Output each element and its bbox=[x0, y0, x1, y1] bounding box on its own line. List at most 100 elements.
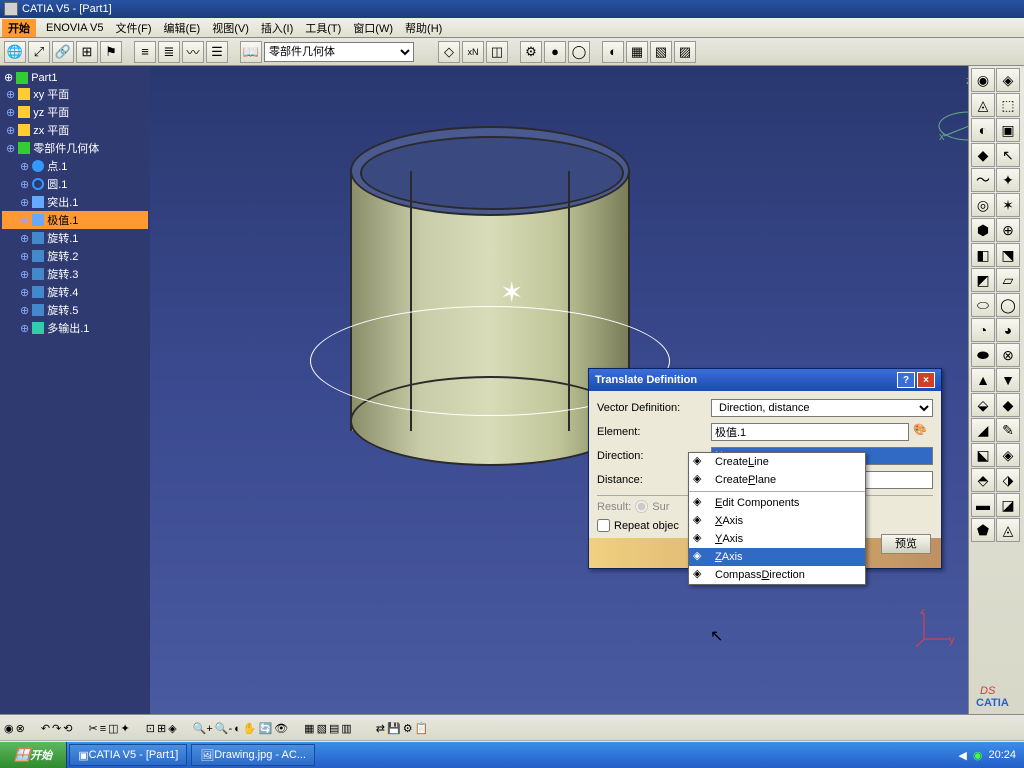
tool-box2-icon[interactable]: ▧ bbox=[650, 41, 672, 63]
rtool-icon[interactable]: ↖ bbox=[996, 143, 1020, 167]
menu-window[interactable]: 窗口(W) bbox=[347, 18, 399, 38]
tool-wave-icon[interactable]: 〰 bbox=[182, 41, 204, 63]
btool-icon[interactable]: ↶ bbox=[41, 722, 50, 735]
rtool-icon[interactable]: ⊕ bbox=[996, 218, 1020, 242]
rtool-icon[interactable]: ◬ bbox=[996, 518, 1020, 542]
vector-select[interactable]: Direction, distance bbox=[711, 399, 933, 417]
tool-cube1-icon[interactable]: ◫ bbox=[486, 41, 508, 63]
rtool-icon[interactable]: ⬔ bbox=[996, 243, 1020, 267]
btool-icon[interactable]: ✋ bbox=[243, 722, 257, 735]
element-input[interactable] bbox=[711, 423, 909, 441]
rtool-icon[interactable]: ◎ bbox=[971, 193, 995, 217]
rtool-icon[interactable]: ▱ bbox=[996, 268, 1020, 292]
rtool-icon[interactable]: ⬭ bbox=[971, 293, 995, 317]
element-picker-icon[interactable]: 🎨 bbox=[913, 423, 933, 441]
rtool-icon[interactable]: ◔ bbox=[971, 318, 995, 342]
rtool-icon[interactable]: ⬟ bbox=[971, 518, 995, 542]
tree-root[interactable]: ⊕ Part1 bbox=[2, 70, 148, 85]
rtool-icon[interactable]: ◧ bbox=[971, 243, 995, 267]
context-menu-item[interactable]: ◈Y Axis bbox=[689, 530, 865, 548]
rtool-icon[interactable]: ◆ bbox=[996, 393, 1020, 417]
menu-insert[interactable]: 插入(I) bbox=[255, 18, 299, 38]
menu-enovia[interactable]: ENOVIA V5 bbox=[40, 20, 109, 36]
tool-flag-icon[interactable]: ⚑ bbox=[100, 41, 122, 63]
system-tray[interactable]: ◀ ◉ 20:24 bbox=[950, 749, 1024, 762]
btool-icon[interactable]: ⊡ bbox=[146, 722, 155, 735]
tree-item[interactable]: ⊕ 多输出.1 bbox=[2, 319, 148, 337]
btool-icon[interactable]: 🔄 bbox=[259, 722, 273, 735]
tool-xn-icon[interactable]: xN bbox=[462, 41, 484, 63]
btool-icon[interactable]: ◐ bbox=[234, 723, 241, 735]
rtool-icon[interactable]: ◈ bbox=[996, 443, 1020, 467]
rtool-icon[interactable]: ◯ bbox=[996, 293, 1020, 317]
start-button[interactable]: 🪟 开始 bbox=[0, 742, 67, 768]
taskbar-item[interactable]: 🖼 Drawing.jpg - AC... bbox=[191, 744, 315, 766]
taskbar-item[interactable]: ▣ CATIA V5 - [Part1] bbox=[69, 744, 187, 766]
rtool-icon[interactable]: ▣ bbox=[996, 118, 1020, 142]
btool-icon[interactable]: ⇄ bbox=[376, 722, 385, 735]
tool-plane-icon[interactable]: ◇ bbox=[438, 41, 460, 63]
tree-item[interactable]: ⊕ 旋转.2 bbox=[2, 247, 148, 265]
rtool-icon[interactable]: ◕ bbox=[996, 318, 1020, 342]
tree-item[interactable]: ⊕ 极值.1 bbox=[2, 211, 148, 229]
btool-icon[interactable]: ⊞ bbox=[157, 722, 166, 735]
rtool-icon[interactable]: ⬢ bbox=[971, 218, 995, 242]
dialog-titlebar[interactable]: Translate Definition ? × bbox=[589, 369, 941, 391]
tool-gear-icon[interactable]: ⚙ bbox=[520, 41, 542, 63]
btool-icon[interactable]: 👁 bbox=[274, 722, 288, 735]
tool-box1-icon[interactable]: ▦ bbox=[626, 41, 648, 63]
btool-icon[interactable]: ≡ bbox=[100, 723, 106, 735]
tree-item[interactable]: ⊕ 突出.1 bbox=[2, 193, 148, 211]
rtool-icon[interactable]: ▬ bbox=[971, 493, 995, 517]
tool-stack2-icon[interactable]: ≣ bbox=[158, 41, 180, 63]
menu-edit[interactable]: 编辑(E) bbox=[158, 18, 207, 38]
tool-book-icon[interactable]: 📖 bbox=[240, 41, 262, 63]
context-menu-item[interactable]: ◈Z Axis bbox=[689, 548, 865, 566]
tool-shell-icon[interactable]: ◐ bbox=[602, 41, 624, 63]
rtool-icon[interactable]: ⊗ bbox=[996, 343, 1020, 367]
context-menu-item[interactable]: ◈Compass Direction bbox=[689, 566, 865, 584]
rtool-icon[interactable]: ⬙ bbox=[971, 393, 995, 417]
rtool-icon[interactable]: ✎ bbox=[996, 418, 1020, 442]
context-menu-item[interactable]: ◈X Axis bbox=[689, 512, 865, 530]
tool-sphere-icon[interactable]: ● bbox=[544, 41, 566, 63]
btool-icon[interactable]: ⊗ bbox=[16, 722, 25, 735]
context-menu-item[interactable]: ◈Create Plane bbox=[689, 471, 865, 489]
rtool-icon[interactable]: ✶ bbox=[996, 193, 1020, 217]
tray-icon[interactable]: ◀ bbox=[958, 749, 966, 762]
rtool-icon[interactable]: ◉ bbox=[971, 68, 995, 92]
context-menu-item[interactable]: ◈Create Line bbox=[689, 453, 865, 471]
menu-start[interactable]: 开始 bbox=[2, 19, 36, 37]
menu-view[interactable]: 视图(V) bbox=[206, 18, 255, 38]
rtool-icon[interactable]: 〜 bbox=[971, 168, 995, 192]
rtool-icon[interactable]: ◐ bbox=[971, 118, 995, 142]
btool-icon[interactable]: ▦ bbox=[304, 722, 314, 735]
btool-icon[interactable]: 💾 bbox=[387, 722, 401, 735]
rtool-icon[interactable]: ◬ bbox=[971, 93, 995, 117]
body-combo[interactable]: 零部件几何体 bbox=[264, 42, 414, 62]
rtool-icon[interactable]: ⬬ bbox=[971, 343, 995, 367]
rtool-icon[interactable]: ▲ bbox=[971, 368, 995, 392]
rtool-icon[interactable]: ⬚ bbox=[996, 93, 1020, 117]
rtool-icon[interactable]: ✦ bbox=[996, 168, 1020, 192]
btool-icon[interactable]: ✦ bbox=[121, 722, 130, 735]
rtool-icon[interactable]: ◩ bbox=[971, 268, 995, 292]
tool-grid-icon[interactable]: ⊞ bbox=[76, 41, 98, 63]
tool-stack1-icon[interactable]: ≡ bbox=[134, 41, 156, 63]
rtool-icon[interactable]: ▼ bbox=[996, 368, 1020, 392]
rtool-icon[interactable]: ◆ bbox=[971, 143, 995, 167]
tree-item[interactable]: ⊕ 零部件几何体 bbox=[2, 139, 148, 157]
tree-item[interactable]: ⊕ 旋转.1 bbox=[2, 229, 148, 247]
tree-item[interactable]: ⊕ 点.1 bbox=[2, 157, 148, 175]
btool-zoom-out-icon[interactable]: 🔍- bbox=[215, 722, 232, 735]
rtool-icon[interactable]: ⬗ bbox=[996, 468, 1020, 492]
tool-globe-icon[interactable]: 🌐 bbox=[4, 41, 26, 63]
tool-link-icon[interactable]: 🔗 bbox=[52, 41, 74, 63]
tree-item[interactable]: ⊕ 旋转.5 bbox=[2, 301, 148, 319]
tool-box3-icon[interactable]: ▨ bbox=[674, 41, 696, 63]
btool-icon[interactable]: ✂ bbox=[88, 722, 97, 735]
btool-icon[interactable]: ◉ bbox=[4, 722, 14, 735]
help-button[interactable]: ? bbox=[897, 372, 915, 388]
repeat-checkbox[interactable] bbox=[597, 519, 610, 532]
btool-icon[interactable]: ▥ bbox=[341, 722, 351, 735]
